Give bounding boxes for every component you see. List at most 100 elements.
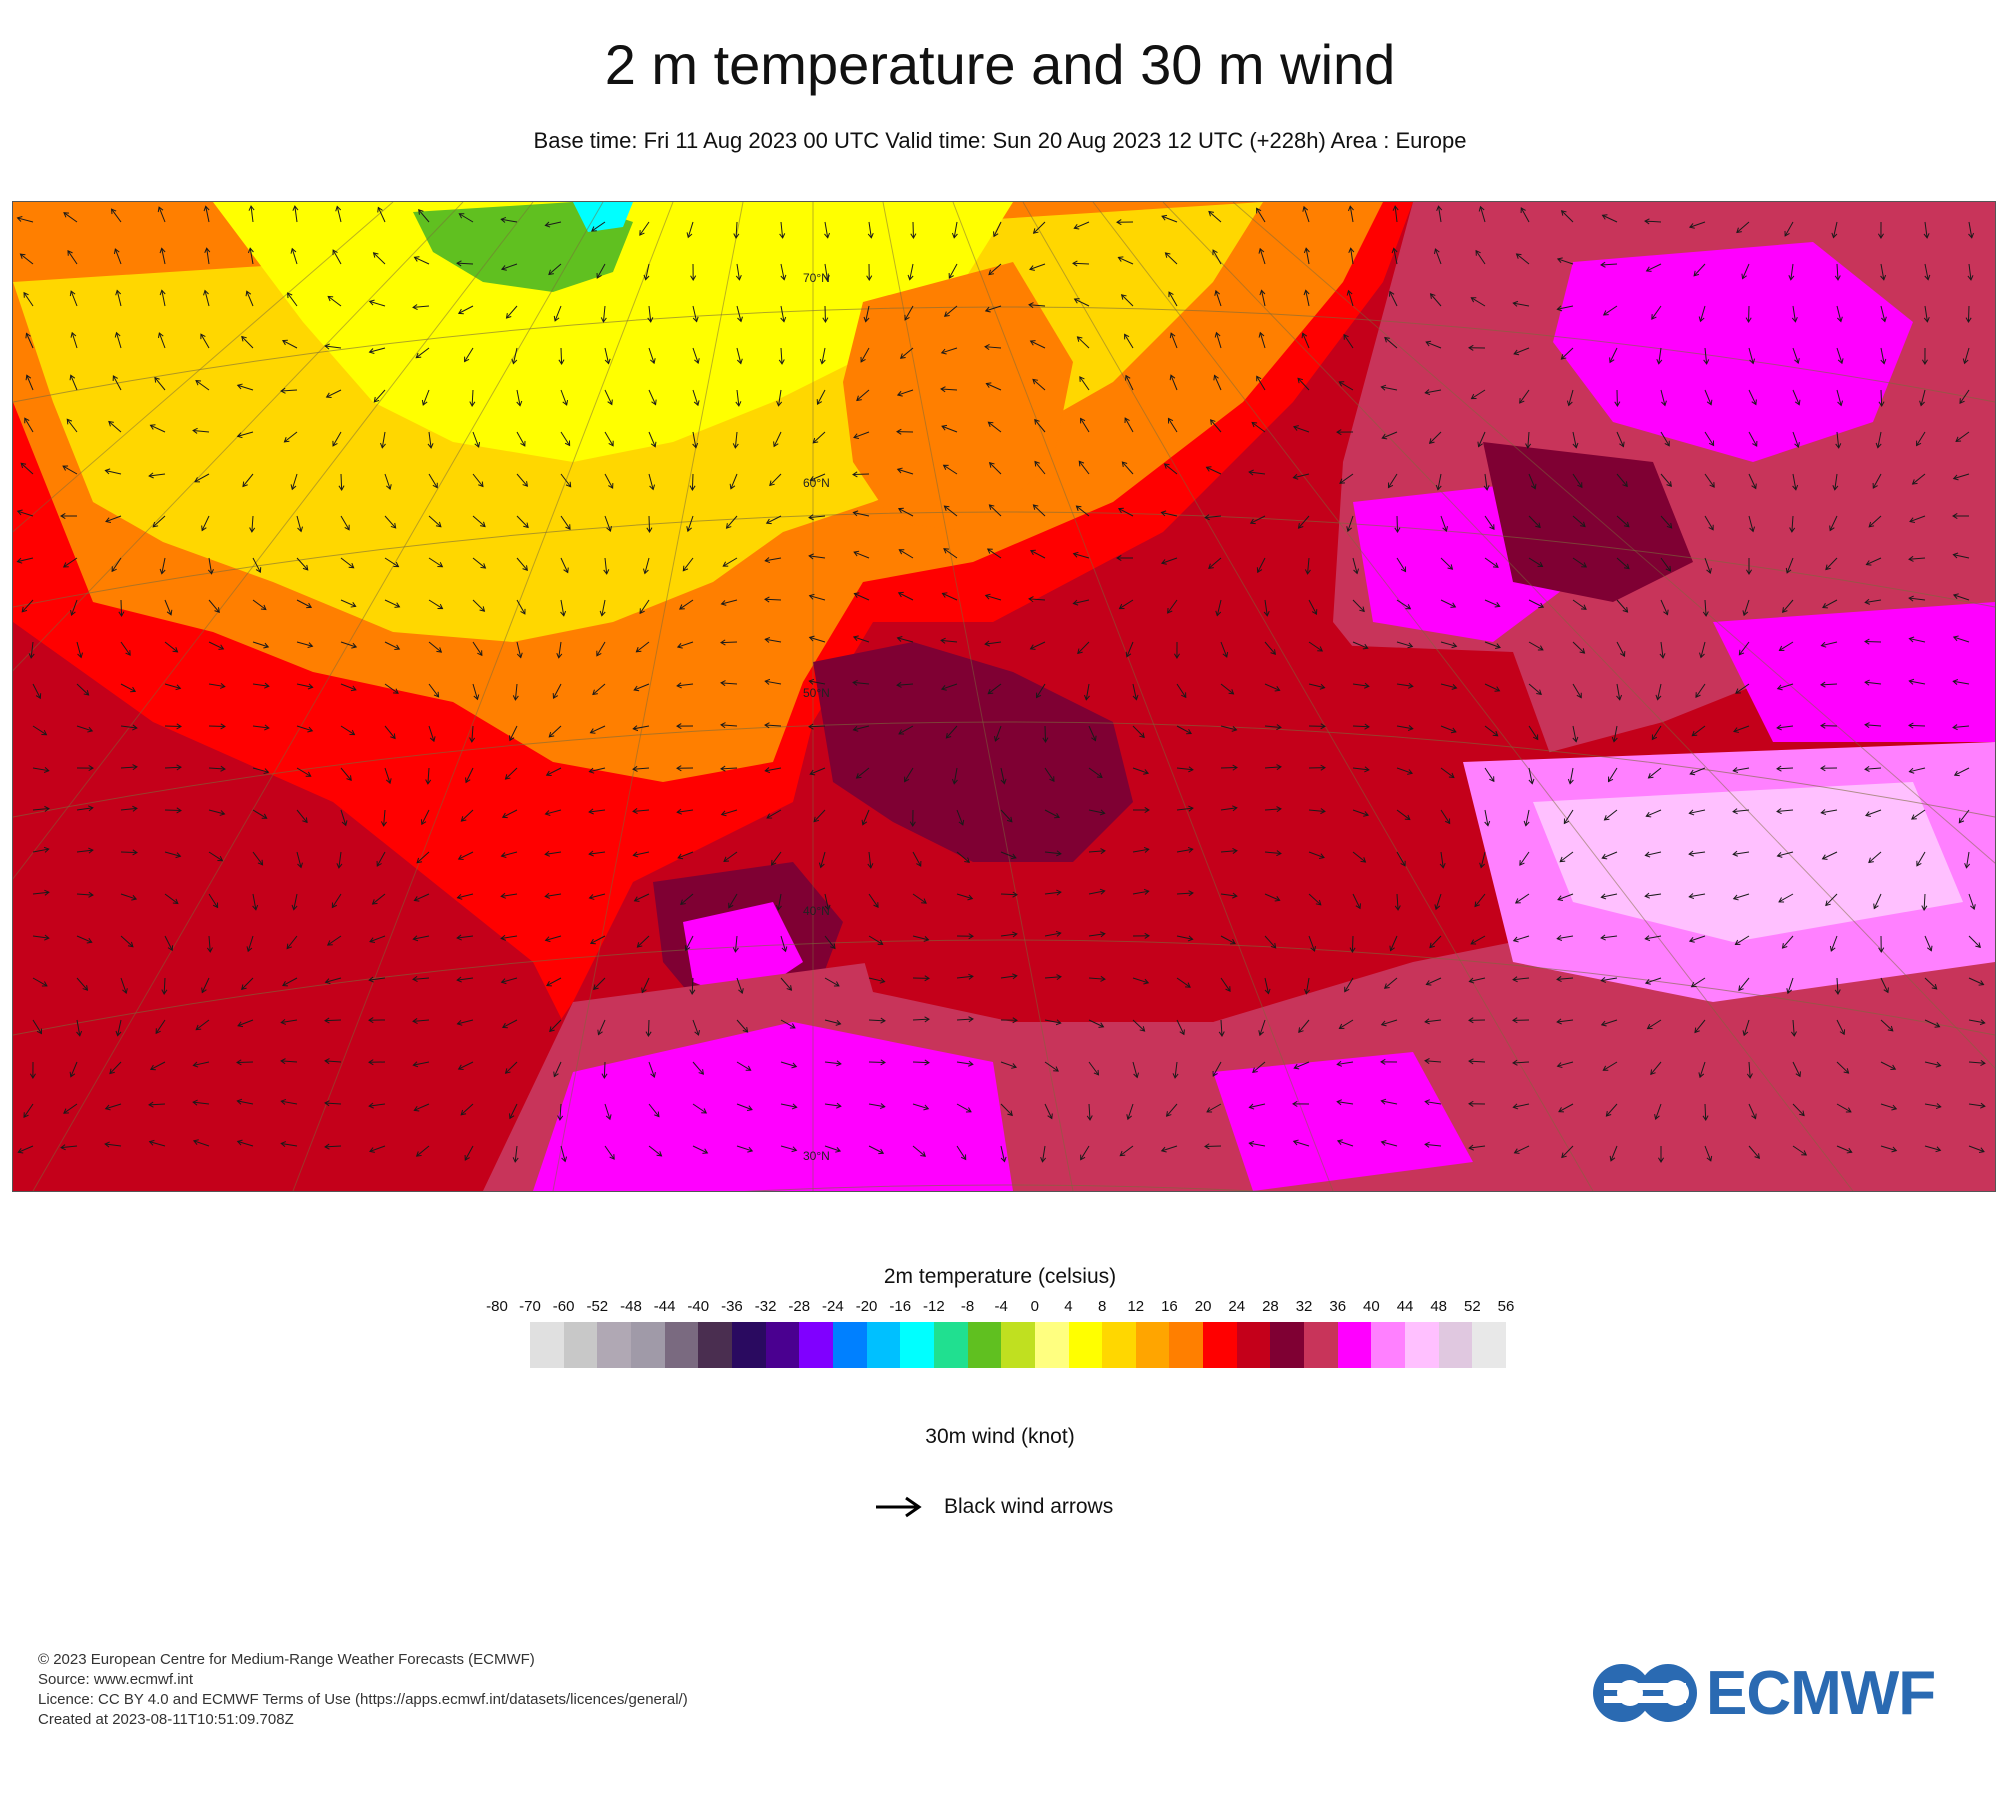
wind-arrow-head [560,610,567,617]
wind-arrow-head [808,514,814,521]
wind-arrow [1792,305,1796,322]
wind-arrow [868,221,872,238]
wind-arrow-head [1741,273,1747,280]
wind-arrow [590,935,606,944]
wind-arrow [813,809,826,823]
wind-arrow-head [1790,1031,1797,1037]
wind-arrow [1738,977,1750,991]
wind-arrow [1836,1145,1852,1153]
wind-arrow-head [131,894,138,901]
wind-arrow-head [1778,645,1785,651]
wind-arrow [985,594,1002,601]
wind-arrow [514,683,518,700]
wind-arrow-head [512,695,519,701]
wind-arrow [1176,935,1193,940]
wind-arrow-head [941,424,948,431]
wind-arrow [1777,809,1794,812]
wind-arrow [1430,293,1442,307]
wind-arrow [560,473,572,488]
wind-arrow [1121,294,1134,307]
wind-arrow-head [76,1030,83,1037]
wind-arrow [461,809,474,822]
wind-arrow [736,977,743,994]
wind-arrow [824,893,829,910]
wind-arrow [1968,263,1972,280]
wind-arrow-head [1228,689,1235,695]
wind-arrow-head [1776,684,1783,691]
wind-arrow-head [307,683,314,690]
wind-arrow-head [1732,894,1739,901]
wind-arrow-head [1056,850,1062,857]
wind-arrow-head [1318,853,1325,859]
wind-arrow-head [880,1059,886,1066]
wind-arrow-head [1055,1019,1062,1026]
wind-arrow-head [1000,1156,1007,1163]
wind-arrow-head [1688,809,1695,816]
wind-arrow-head [1160,510,1167,517]
wind-arrow [1176,977,1191,988]
wind-arrow [193,1101,210,1105]
temperature-map: 70°N 60°N 50°N 40°N 30°N [12,201,1996,1192]
map-canvas: 70°N 60°N 50°N 40°N 30°N [13,202,1995,1191]
wind-arrow-head [1380,1098,1387,1105]
wind-arrow [1647,1019,1662,1030]
wind-arrow [464,347,474,362]
wind-arrow [1305,290,1310,307]
wind-arrow [821,347,826,364]
wind-arrow-head [1868,521,1875,528]
wind-arrow-head [1572,442,1579,449]
wind-arrow [1880,389,1883,407]
wind-arrow-head [1274,896,1281,902]
colorbar-tick-label: -40 [687,1298,710,1315]
wind-arrow [644,557,650,574]
wind-arrow-head [63,1108,69,1114]
wind-arrow [691,977,694,995]
wind-arrow-head [523,522,529,529]
wind-arrow [32,977,48,987]
wind-arrow [777,893,782,910]
wind-arrow-head [1935,1061,1942,1068]
wind-arrow-head [988,269,995,276]
wind-arrow [1132,890,1149,895]
wind-arrow-head [720,810,727,817]
wind-arrow-head [1232,764,1238,771]
wind-arrow [1733,893,1750,900]
wind-arrow-head [1523,820,1530,827]
wind-arrow-head [1100,848,1106,855]
wind-arrow [1206,466,1222,475]
wind-arrow-head [1429,942,1435,949]
wind-arrow [1735,683,1750,694]
wind-arrow [589,851,606,855]
wind-arrow [1743,599,1750,616]
wind-arrow-head [552,693,559,699]
wind-arrow-head [650,1072,656,1078]
wind-arrow-head [236,1098,243,1105]
wind-arrow-head [1559,856,1566,863]
wind-arrow [281,1019,298,1024]
colorbar-tick-label: 44 [1396,1298,1414,1315]
wind-arrow-head [746,1105,753,1112]
lat-label-40n: 40°N [803,904,830,918]
wind-arrow [154,377,166,391]
wind-arrow [945,725,958,739]
wind-arrow-head [220,765,226,772]
wind-arrow [416,851,430,864]
wind-arrow-head [1644,935,1651,942]
wind-arrow [163,977,166,995]
wind-arrow-head [305,771,312,777]
wind-arrow [765,767,782,772]
wind-arrow-head [812,437,819,444]
wind-arrow [1790,263,1794,280]
wind-arrow-head [1644,979,1651,985]
wind-arrow [856,389,870,401]
wind-arrow-head [861,819,868,826]
wind-arrow-head [1644,851,1651,858]
wind-arrow [1909,638,1926,643]
wind-arrow [1080,418,1090,433]
wind-arrow-head [1622,481,1628,488]
colorbar-swatch [1001,1322,1035,1368]
wind-arrow-head [1124,417,1130,424]
wind-arrow [1742,263,1750,279]
wind-arrow-head [338,485,345,491]
wind-arrow-head [1706,1155,1713,1162]
